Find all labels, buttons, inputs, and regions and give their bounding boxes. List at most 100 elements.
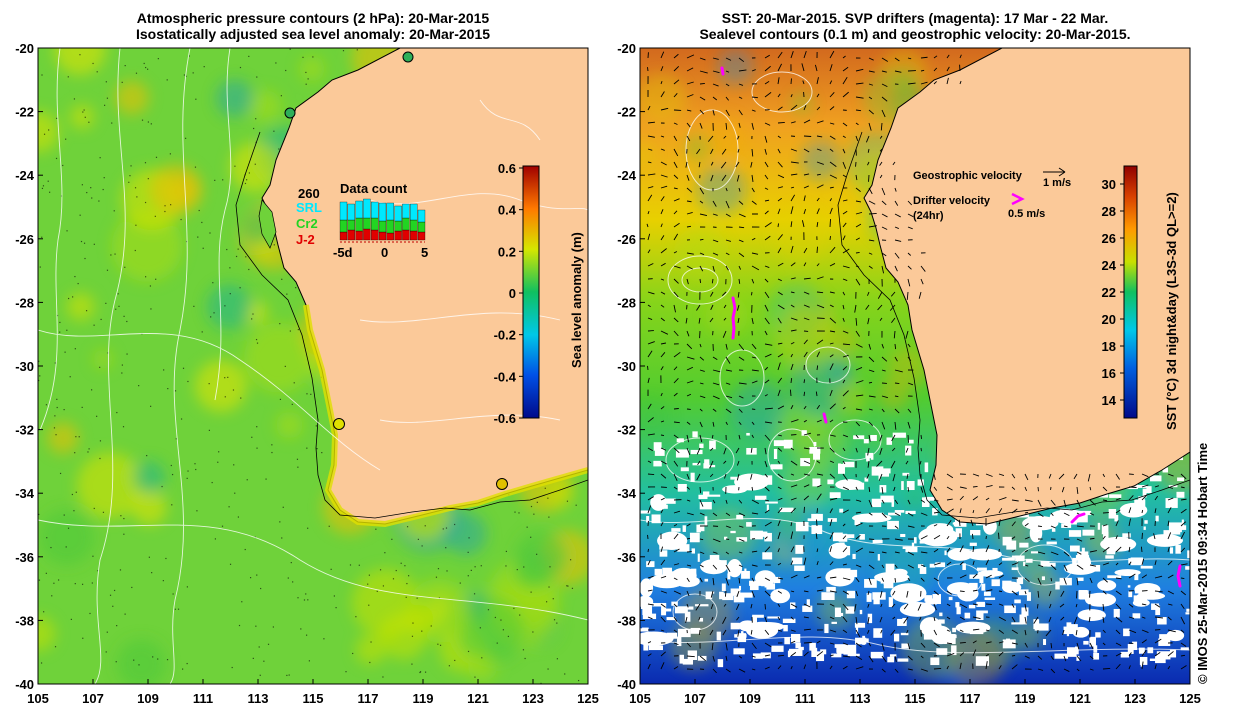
- velocity-vector: [764, 460, 768, 468]
- cloud-patch: [794, 565, 805, 571]
- cloud-patch: [886, 437, 892, 445]
- sla-data-dot: [38, 360, 40, 362]
- velocity-vector: [711, 616, 714, 621]
- sla-colorbar-label: Sea level anomaly (m): [569, 232, 584, 368]
- velocity-vector: [660, 546, 664, 553]
- cloud-patch: [1166, 629, 1185, 642]
- sla-data-dot: [50, 546, 52, 549]
- sla-data-dot: [271, 451, 273, 454]
- cloud-patch: [722, 593, 734, 601]
- sla-data-dot: [74, 348, 76, 350]
- sla-data-dot: [196, 510, 198, 512]
- velocity-vector: [764, 161, 769, 168]
- sla-data-dot: [212, 282, 214, 284]
- sla-data-dot: [237, 516, 240, 518]
- velocity-vector: [829, 122, 835, 125]
- velocity-vector: [695, 603, 701, 611]
- cloud-patch: [1081, 547, 1085, 555]
- cloud-patch: [1097, 522, 1101, 530]
- data-count-bar: [339, 231, 348, 241]
- cloud-patch: [746, 522, 752, 527]
- velocity-vector: [686, 278, 689, 285]
- velocity-vector: [855, 590, 859, 597]
- velocity-vector: [647, 304, 651, 308]
- sla-blob: [53, 48, 106, 76]
- colorbar-tick-label: -0.4: [494, 369, 517, 384]
- sla-data-dot: [208, 429, 210, 431]
- velocity-vector: [673, 590, 682, 595]
- velocity-vector: [699, 434, 703, 443]
- sla-data-dot: [255, 118, 257, 120]
- cloud-patch: [908, 439, 914, 444]
- velocity-vector: [725, 213, 731, 218]
- series-label-srl: SRL: [296, 200, 322, 215]
- velocity-vector: [751, 512, 759, 515]
- lat-tick-label: -36: [15, 550, 34, 565]
- sla-blob: [38, 509, 96, 566]
- velocity-vector: [1037, 668, 1044, 671]
- velocity-vector: [673, 351, 681, 358]
- velocity-vector: [686, 265, 693, 270]
- velocity-vector: [1115, 590, 1122, 596]
- velocity-vector: [854, 304, 857, 313]
- velocity-vector: [816, 291, 824, 294]
- sla-data-dot: [59, 331, 61, 333]
- velocity-vector: [764, 343, 773, 346]
- velocity-vector: [972, 560, 975, 566]
- velocity-vector: [660, 148, 665, 151]
- sla-data-dot: [519, 614, 521, 616]
- velocity-vector: [1050, 642, 1053, 649]
- velocity-vector: [1063, 512, 1070, 517]
- velocity-vector: [725, 239, 731, 242]
- velocity-vector: [1011, 603, 1015, 608]
- cloud-patch: [1077, 554, 1092, 573]
- velocity-vector: [816, 148, 822, 152]
- velocity-vector: [946, 77, 949, 85]
- right-map: [640, 48, 1190, 684]
- cloud-patch: [873, 628, 883, 638]
- cloud-patch: [924, 462, 929, 473]
- cloud-patch: [691, 548, 696, 554]
- velocity-vector: [712, 200, 717, 207]
- sla-data-dot: [275, 62, 277, 64]
- cloud-patch: [846, 590, 856, 599]
- cloud-patch: [905, 546, 918, 553]
- velocity-vector: [972, 573, 978, 579]
- velocity-vector: [815, 533, 818, 540]
- velocity-vector: [686, 200, 692, 203]
- velocity-vector: [660, 304, 665, 308]
- cloud-patch: [837, 463, 845, 474]
- colorbar-tick-label: -0.6: [494, 411, 516, 426]
- sla-data-dot: [86, 191, 88, 194]
- cloud-patch: [947, 548, 973, 561]
- velocity-vector: [647, 121, 655, 124]
- velocity-vector: [907, 655, 913, 661]
- velocity-vector: [1011, 590, 1018, 596]
- velocity-vector: [842, 222, 847, 228]
- cloud-patch: [690, 449, 703, 455]
- data-count-bar: [363, 217, 371, 230]
- velocity-vector: [1033, 616, 1039, 624]
- velocity-vector: [959, 561, 964, 566]
- velocity-vector: [803, 460, 811, 465]
- sla-data-dot: [306, 447, 308, 449]
- velocity-vector: [751, 200, 757, 205]
- lat-tick-label: -20: [617, 41, 636, 56]
- velocity-vector: [894, 226, 899, 229]
- colorbar-tick-label: 16: [1102, 366, 1116, 381]
- cloud-patch: [905, 445, 912, 456]
- sla-data-dot: [437, 643, 439, 645]
- cloud-patch: [921, 497, 930, 508]
- velocity-vector: [894, 512, 901, 517]
- sla-data-dot: [161, 485, 163, 488]
- velocity-vector: [998, 497, 1007, 501]
- sla-data-dot: [202, 247, 204, 249]
- sla-data-dot: [141, 119, 144, 121]
- sla-data-dot: [183, 74, 186, 76]
- velocity-vector: [868, 512, 873, 516]
- sla-data-dot: [251, 318, 253, 320]
- velocity-vector: [751, 564, 758, 567]
- sla-data-dot: [45, 404, 48, 406]
- velocity-vector: [1089, 668, 1094, 671]
- velocity-vector: [933, 473, 936, 480]
